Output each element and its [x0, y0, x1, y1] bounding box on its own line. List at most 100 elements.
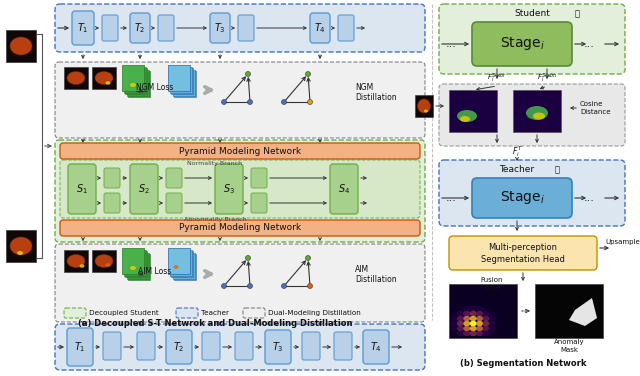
Circle shape: [282, 100, 287, 105]
Ellipse shape: [495, 326, 502, 331]
Ellipse shape: [417, 99, 431, 113]
Text: $F_i^{S\text{-}nor}$: $F_i^{S\text{-}nor}$: [487, 71, 507, 85]
Text: Student: Student: [514, 9, 550, 18]
Text: Pyramid Modeling Network: Pyramid Modeling Network: [179, 223, 301, 232]
Text: (b) Segmentation Network: (b) Segmentation Network: [460, 359, 586, 368]
Ellipse shape: [463, 311, 470, 316]
Text: 🔒: 🔒: [554, 165, 559, 174]
Text: Stage$_i$: Stage$_i$: [500, 190, 545, 206]
Bar: [170, 67, 191, 92]
Text: Distillation: Distillation: [355, 274, 397, 284]
Ellipse shape: [95, 255, 113, 267]
Ellipse shape: [463, 326, 470, 331]
Text: $S_2$: $S_2$: [138, 182, 150, 196]
Ellipse shape: [476, 301, 483, 306]
FancyBboxPatch shape: [55, 62, 425, 138]
Bar: [122, 65, 144, 91]
Circle shape: [248, 100, 253, 105]
FancyBboxPatch shape: [310, 13, 330, 43]
Ellipse shape: [424, 109, 428, 112]
Ellipse shape: [483, 331, 490, 336]
Text: Dual-Modeling Distillation: Dual-Modeling Distillation: [268, 310, 361, 316]
Text: AIM: AIM: [355, 265, 369, 274]
FancyBboxPatch shape: [439, 160, 625, 226]
Ellipse shape: [106, 81, 111, 85]
Ellipse shape: [457, 321, 464, 326]
FancyBboxPatch shape: [265, 330, 291, 364]
FancyBboxPatch shape: [130, 164, 158, 214]
Text: AIM Loss: AIM Loss: [138, 267, 172, 276]
Ellipse shape: [79, 264, 84, 268]
Bar: [173, 253, 195, 279]
Text: $T_2$: $T_2$: [134, 21, 146, 35]
Text: Stage$_i$: Stage$_i$: [500, 35, 545, 53]
FancyBboxPatch shape: [137, 332, 155, 360]
FancyBboxPatch shape: [55, 244, 425, 322]
Bar: [125, 251, 147, 277]
Ellipse shape: [457, 331, 464, 336]
Circle shape: [305, 256, 310, 261]
FancyBboxPatch shape: [55, 140, 425, 242]
Ellipse shape: [483, 311, 490, 316]
Bar: [125, 68, 147, 94]
FancyBboxPatch shape: [166, 193, 182, 213]
Ellipse shape: [470, 316, 477, 321]
Text: Upsample: Upsample: [605, 239, 640, 245]
Ellipse shape: [451, 316, 458, 321]
Ellipse shape: [489, 331, 496, 336]
Ellipse shape: [470, 306, 477, 311]
Ellipse shape: [457, 316, 464, 321]
FancyBboxPatch shape: [251, 193, 267, 213]
FancyBboxPatch shape: [363, 330, 389, 364]
Text: Decoupled Student: Decoupled Student: [89, 310, 159, 316]
Bar: [128, 254, 150, 280]
FancyBboxPatch shape: [176, 308, 198, 318]
Ellipse shape: [17, 251, 23, 255]
Text: $S_3$: $S_3$: [223, 182, 235, 196]
Circle shape: [307, 284, 312, 288]
Bar: [168, 248, 190, 274]
Ellipse shape: [489, 326, 496, 331]
Bar: [124, 67, 145, 92]
Text: $S_4$: $S_4$: [338, 182, 350, 196]
Ellipse shape: [457, 311, 464, 316]
Text: Anomaly: Anomaly: [554, 339, 584, 345]
Text: Loss: Loss: [484, 285, 500, 291]
FancyBboxPatch shape: [67, 328, 93, 366]
FancyBboxPatch shape: [64, 308, 86, 318]
Ellipse shape: [470, 321, 477, 326]
Ellipse shape: [451, 311, 458, 316]
Circle shape: [305, 71, 310, 76]
FancyBboxPatch shape: [72, 11, 94, 45]
Ellipse shape: [476, 311, 483, 316]
Ellipse shape: [489, 311, 496, 316]
Ellipse shape: [463, 316, 470, 321]
Circle shape: [282, 284, 287, 288]
Text: $T_1$: $T_1$: [74, 340, 86, 354]
FancyBboxPatch shape: [449, 236, 597, 270]
Ellipse shape: [95, 71, 113, 85]
FancyBboxPatch shape: [439, 4, 625, 74]
Circle shape: [248, 284, 253, 288]
Ellipse shape: [470, 301, 477, 306]
FancyBboxPatch shape: [210, 13, 230, 43]
Text: Segmentation Head: Segmentation Head: [481, 256, 565, 264]
Ellipse shape: [526, 106, 548, 120]
Ellipse shape: [451, 326, 458, 331]
Text: ...: ...: [584, 193, 595, 203]
FancyBboxPatch shape: [102, 15, 118, 41]
Ellipse shape: [173, 265, 179, 269]
Text: $T_4$: $T_4$: [314, 21, 326, 35]
Polygon shape: [569, 298, 597, 326]
Ellipse shape: [470, 331, 477, 336]
Text: $T_4$: $T_4$: [370, 340, 382, 354]
Bar: [92, 250, 116, 272]
Bar: [171, 68, 193, 94]
Ellipse shape: [476, 331, 483, 336]
Text: $F_i^T$: $F_i^T$: [511, 144, 522, 159]
Ellipse shape: [451, 331, 458, 336]
Text: Fusion: Fusion: [481, 277, 503, 283]
Text: Distance: Distance: [580, 109, 611, 115]
Text: (a) Decoupled S-T Netwrok and Dual-Modeling Distillation: (a) Decoupled S-T Netwrok and Dual-Model…: [77, 318, 352, 327]
Ellipse shape: [483, 306, 490, 311]
